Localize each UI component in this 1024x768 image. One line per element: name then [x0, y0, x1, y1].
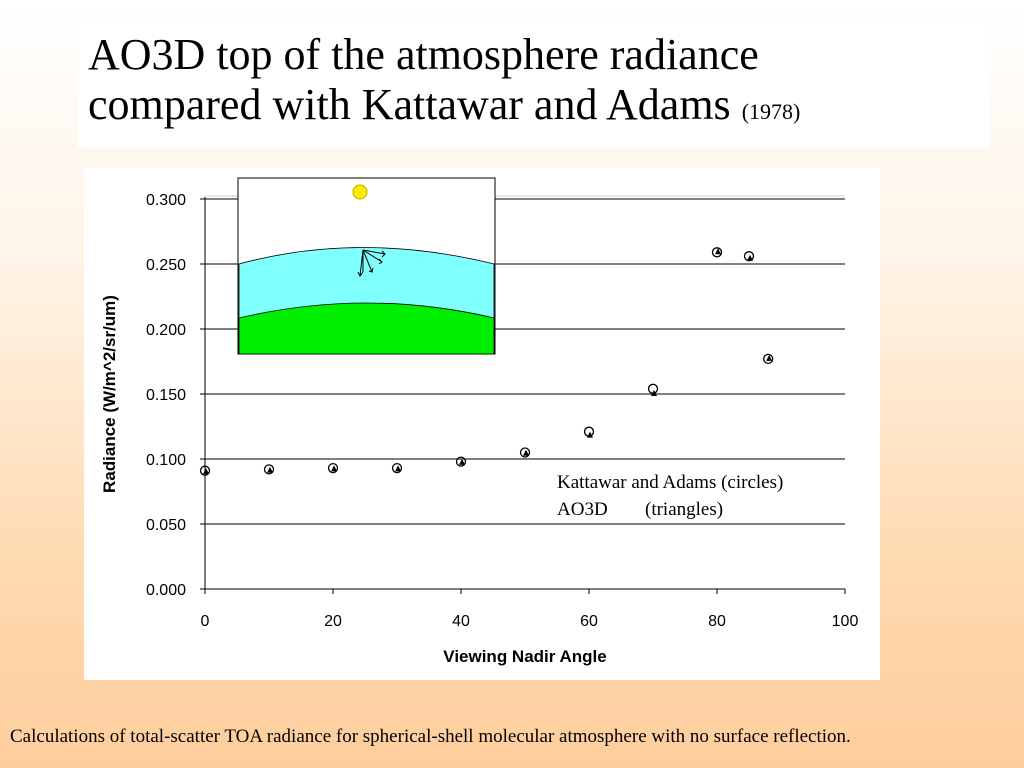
circle-point [711, 247, 723, 258]
circle-point [327, 462, 339, 474]
legend-circles: Kattawar and Adams (circles) [557, 472, 783, 493]
triangle-point [203, 468, 209, 474]
triangle-point [459, 458, 465, 465]
circle-point [455, 456, 467, 467]
triangle-point [715, 248, 721, 255]
x-tick-label: 20 [324, 613, 342, 630]
triangle-point [267, 466, 273, 473]
triangle-point [766, 354, 773, 361]
slide-caption: Calculations of total-scatter TOA radian… [10, 726, 851, 747]
triangle-point [523, 449, 529, 456]
y-tick-label: 0.000 [146, 582, 186, 599]
sun-icon [352, 184, 368, 200]
circle-point [263, 464, 275, 475]
axes [204, 197, 845, 590]
y-tick-label: 0.150 [146, 387, 186, 404]
chart-panel: 0.000 0.050 0.100 0.150 0.200 0.250 0.300 0 20 4… [84, 168, 880, 680]
y-tick-label: 0.100 [146, 452, 186, 469]
y-axis-title: Radiance (W/m^2/sr/um) [100, 295, 119, 493]
legend-ao3d: AO3D [557, 499, 608, 520]
data-points [199, 247, 774, 476]
x-tick-labels: 0 20 40 60 80 100 [201, 589, 859, 630]
circle-point [647, 383, 659, 394]
scatter-rays-icon [357, 249, 386, 277]
triangle-point [651, 390, 657, 396]
triangle-point [587, 431, 593, 438]
triangle-point [395, 465, 401, 472]
x-tick-label: 100 [832, 613, 859, 630]
x-tick-label: 40 [452, 613, 470, 630]
x-tick-label: 0 [201, 613, 210, 630]
earth-surface [238, 302, 495, 355]
legend-triangles: (triangles) [645, 499, 723, 520]
y-tick-label: 0.200 [146, 322, 186, 339]
y-tick-label: 0.300 [146, 192, 186, 209]
y-tick-labels: 0.000 0.050 0.100 0.150 0.200 0.250 0.300 [146, 192, 186, 599]
x-tick-label: 60 [580, 613, 598, 630]
y-tick-label: 0.250 [146, 257, 186, 274]
radiance-chart: 0.000 0.050 0.100 0.150 0.200 0.250 0.300 0 20 4… [100, 177, 859, 666]
triangle-point [747, 254, 753, 261]
circle-point [519, 447, 531, 458]
title-line-2: compared with Kattawar and Adams [88, 80, 731, 129]
triangle-point [331, 465, 337, 472]
circle-point [199, 465, 211, 476]
slide-title: AO3D top of the atmosphere radiance comp… [88, 30, 800, 137]
title-background [78, 24, 990, 148]
y-tick-label: 0.050 [146, 517, 186, 534]
title-line-1: AO3D top of the atmosphere radiance [88, 30, 759, 79]
circle-point [391, 462, 403, 474]
legend: Kattawar and Adams (circles) AO3D (trian… [557, 472, 783, 520]
geometry-inset [237, 177, 496, 355]
x-tick-label: 80 [708, 613, 726, 630]
title-year: (1978) [741, 99, 801, 124]
circle-point [763, 353, 774, 365]
x-axis-title: Viewing Nadir Angle [443, 647, 606, 666]
